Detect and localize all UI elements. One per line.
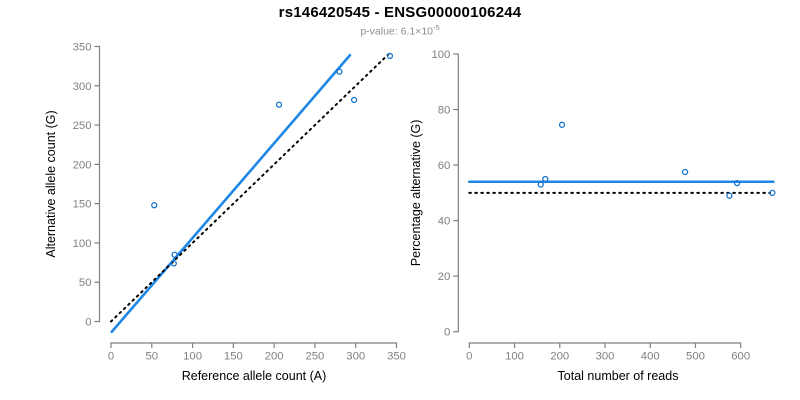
- data-point: [386, 52, 394, 60]
- y-tick-label: 60: [438, 160, 451, 172]
- y-tick-label: 100: [73, 238, 92, 250]
- x-tick-label: 50: [145, 351, 158, 363]
- x-tick-label: 300: [346, 351, 365, 363]
- x-tick-label: 0: [108, 351, 114, 363]
- x-axis-title: Reference allele count (A): [182, 369, 327, 383]
- x-tick-label: 200: [265, 351, 284, 363]
- y-tick-label: 100: [431, 49, 450, 61]
- x-tick-label: 400: [641, 351, 660, 363]
- y-tick-label: 80: [438, 105, 451, 117]
- data-point: [726, 192, 733, 199]
- data-point: [336, 68, 343, 75]
- data-point: [558, 121, 566, 128]
- y-tick-label: 20: [438, 271, 451, 283]
- data-point: [275, 101, 283, 108]
- y-tick-label: 150: [73, 199, 92, 211]
- x-tick-label: 300: [596, 351, 615, 363]
- x-tick-label: 500: [686, 351, 705, 363]
- x-tick-label: 600: [731, 351, 750, 363]
- x-tick-label: 350: [387, 351, 406, 363]
- x-tick-label: 150: [224, 351, 243, 363]
- y-tick-label: 200: [73, 159, 92, 171]
- y-tick-label: 250: [73, 120, 92, 132]
- y-axis-title: Alternative allele count (G): [44, 110, 58, 257]
- y-tick-label: 0: [444, 327, 450, 339]
- data-point: [170, 260, 177, 267]
- y-tick-label: 40: [438, 216, 451, 228]
- x-tick-label: 200: [550, 351, 569, 363]
- x-axis-title: Total number of reads: [558, 369, 679, 383]
- data-point: [350, 96, 358, 104]
- x-tick-label: 100: [505, 351, 524, 363]
- data-point: [537, 181, 544, 188]
- data-point: [681, 168, 689, 176]
- identity-line: [110, 53, 390, 323]
- data-point: [733, 179, 741, 187]
- x-tick-label: 0: [466, 351, 472, 363]
- data-point: [769, 189, 776, 197]
- y-tick-label: 0: [85, 317, 91, 329]
- data-point: [151, 202, 158, 209]
- y-tick-label: 300: [73, 81, 92, 93]
- fitted-line: [110, 53, 352, 334]
- y-axis-title: Percentage alternative (G): [409, 120, 423, 267]
- x-tick-label: 250: [305, 351, 324, 363]
- y-tick-label: 350: [73, 42, 92, 54]
- data-point: [171, 251, 178, 258]
- y-tick-label: 50: [79, 277, 92, 289]
- x-tick-label: 100: [183, 351, 202, 363]
- data-point: [542, 175, 549, 183]
